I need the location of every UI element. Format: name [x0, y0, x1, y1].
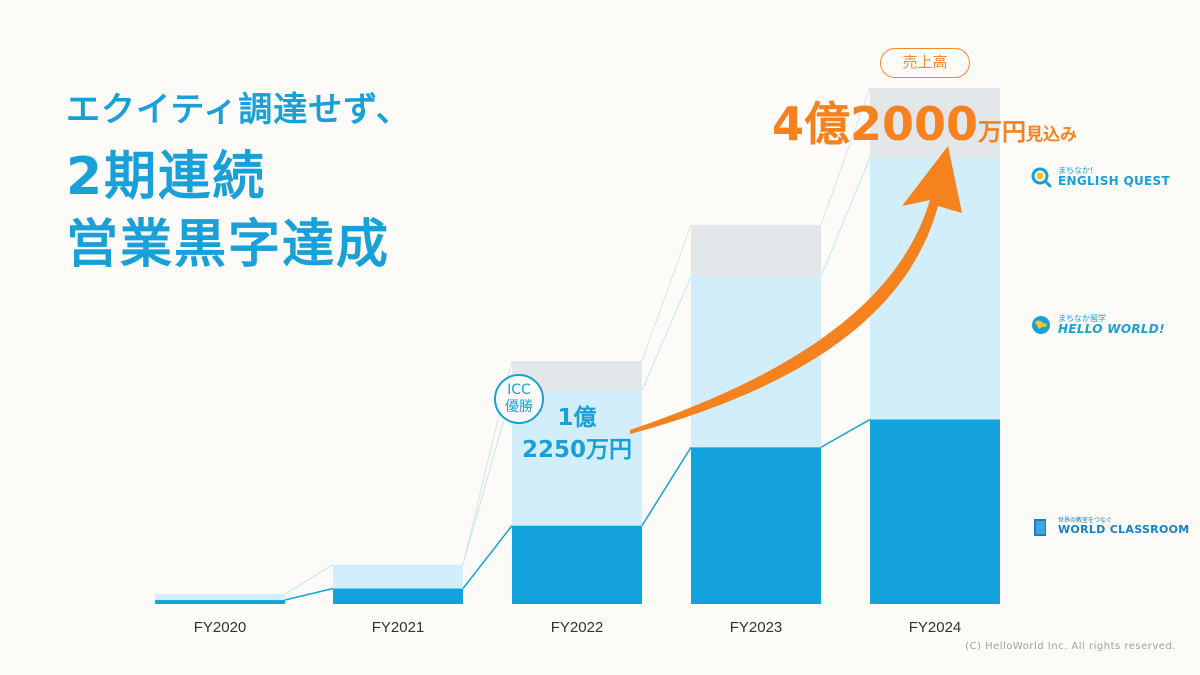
headline: エクイティ調達せず、 2期連続 営業黒字達成 — [66, 88, 411, 278]
bar-segment-fy2024-3 — [870, 88, 1000, 158]
revenue-total-suffix: 見込み — [1026, 125, 1078, 145]
headline-line2: 2期連続 — [66, 147, 267, 207]
connector-line — [641, 224, 692, 362]
connector-line — [641, 276, 692, 391]
copyright-notice: (C) HelloWorld Inc. All rights reserved. — [965, 641, 1176, 652]
connector-line — [820, 418, 871, 448]
connector-line — [284, 564, 334, 595]
bar-segment-fy2021-1 — [333, 588, 463, 604]
bar-segment-fy2022-1 — [512, 525, 642, 604]
x-tick-label: FY2024 — [909, 619, 962, 636]
connector-line — [820, 157, 871, 277]
growth-arrow — [630, 146, 962, 434]
world-classroom-logo: 世界の教室をつなぐ WORLD CLASSROOM — [1030, 516, 1190, 538]
globe-icon — [1032, 316, 1050, 334]
world-classroom-logo-main: WORLD CLASSROOM — [1058, 523, 1190, 537]
x-tick-label: FY2020 — [194, 619, 247, 636]
english-quest-logo-main: ENGLISH QUEST — [1058, 173, 1170, 188]
connector-line — [641, 446, 692, 527]
magnifier-globe-icon — [1031, 167, 1052, 188]
bar-segment-fy2023-1 — [691, 447, 821, 604]
hello-world-logo-main: HELLO WORLD! — [1058, 321, 1165, 336]
english-quest-logo-sub: まちなか! — [1058, 165, 1094, 175]
bar-segment-fy2020-2 — [155, 594, 285, 601]
connector-line — [284, 587, 334, 601]
bar-segment-fy2020-1 — [155, 600, 285, 604]
headline-line3: 営業黒字達成 — [66, 215, 391, 275]
hello-world-logo-sub: まちなか留学 — [1058, 313, 1106, 323]
fy2022-total-line2: 2250万円 — [521, 437, 632, 463]
x-tick-label: FY2021 — [372, 619, 425, 636]
connector-line — [462, 390, 513, 565]
icc-winner-badge: ICC 優勝 — [494, 374, 544, 424]
bar-segment-fy2024-1 — [870, 419, 1000, 604]
icc-badge-line2: 優勝 — [505, 399, 533, 415]
revenue-pill: 売上高 — [880, 48, 970, 78]
bar-segment-fy2021-2 — [333, 564, 463, 589]
fy2022-total-line1: 1億 — [557, 405, 597, 431]
icc-badge-line1: ICC — [507, 382, 531, 398]
revenue-total-unit: 万円 — [978, 118, 1027, 146]
connector-line — [820, 87, 871, 226]
headline-line1: エクイティ調達せず、 — [66, 90, 411, 130]
connector-line — [462, 525, 513, 589]
bar-segment-fy2023-3 — [691, 224, 821, 277]
book-icon — [1034, 519, 1046, 536]
hello-world-logo: まちなか留学 HELLO WORLD! — [1030, 314, 1165, 336]
fy2022-total-label: 1億 2250万円 — [510, 402, 644, 466]
world-classroom-logo-sub: 世界の教室をつなぐ — [1058, 517, 1113, 525]
revenue-total-value: 4億2000 — [772, 97, 979, 151]
revenue-total: 4億2000万円見込み — [772, 88, 1077, 154]
x-tick-label: FY2023 — [730, 619, 783, 636]
x-tick-label: FY2022 — [551, 619, 604, 636]
english-quest-logo: まちなか! ENGLISH QUEST — [1030, 166, 1170, 188]
